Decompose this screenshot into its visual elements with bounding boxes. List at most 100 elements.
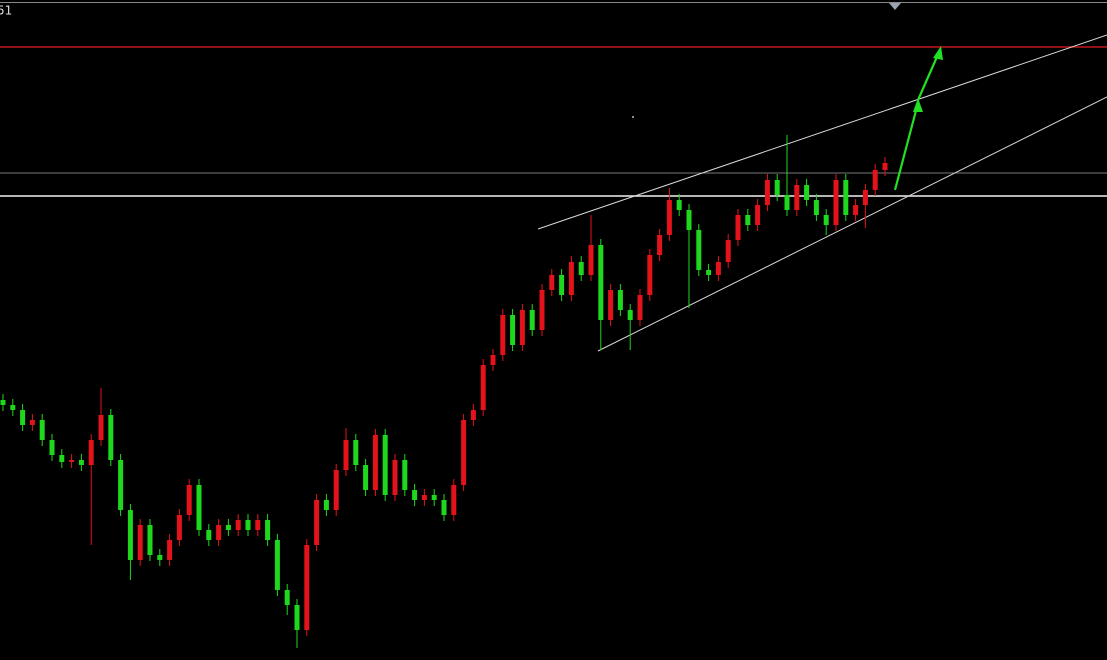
candle-body (402, 460, 408, 490)
candle-body (20, 410, 26, 425)
candle-body (235, 520, 241, 530)
candle-body (314, 500, 320, 545)
candle-body (412, 490, 418, 500)
candle-body (353, 440, 359, 465)
candle-body (696, 230, 702, 270)
candle-body (500, 315, 506, 355)
candle-body (715, 262, 721, 275)
candle-body (137, 525, 143, 560)
candle-body (176, 515, 182, 540)
candle-body (167, 540, 173, 560)
candle-body (588, 245, 594, 275)
candle-body (853, 205, 859, 215)
candle-body (451, 485, 457, 515)
candle-body (725, 240, 731, 262)
candle-body (774, 180, 780, 195)
candle-body (363, 465, 369, 490)
candle-body (617, 290, 623, 310)
candle-body (627, 310, 633, 320)
candle-body (10, 405, 16, 410)
candle-body (608, 290, 614, 320)
upper-trendline (537, 34, 1107, 230)
candle-body (549, 275, 555, 290)
candle-body (794, 185, 800, 210)
candle-body (304, 545, 310, 630)
candle-body (39, 420, 45, 440)
dot (632, 116, 634, 118)
arrow-head (913, 98, 923, 112)
candle-body (206, 530, 212, 540)
candle-body (294, 605, 300, 630)
candle-body (225, 525, 231, 530)
candle-body (872, 170, 878, 190)
arrow-segment (893, 102, 920, 191)
candle-body (784, 195, 790, 210)
candle-body (539, 290, 545, 330)
candle-body (706, 270, 712, 275)
candle-body (804, 185, 810, 200)
candles (0, 135, 888, 648)
candle-body (843, 180, 849, 215)
candle-body (108, 415, 114, 460)
candle-body (598, 245, 604, 320)
candle-body (255, 520, 261, 530)
candle-body (480, 365, 486, 410)
corner-label: 51 (0, 4, 12, 18)
candle-body (490, 355, 496, 365)
candle-body (196, 485, 202, 530)
candle-body (431, 495, 437, 500)
candle-body (382, 435, 388, 495)
candle-body (735, 215, 741, 240)
candle-body (647, 255, 653, 295)
candle-body (0, 400, 6, 405)
lower-trendline (597, 96, 1107, 352)
candle-body (666, 200, 672, 235)
candle-body (69, 460, 75, 462)
candle-body (510, 315, 516, 345)
arrow-head (933, 46, 943, 60)
candle-body (392, 460, 398, 495)
candle-body (519, 310, 525, 345)
candle-body (441, 500, 447, 515)
candle-body (343, 440, 349, 470)
candle-body (49, 440, 55, 455)
candle-body (157, 555, 163, 560)
forecast-arrow (893, 46, 943, 191)
candle-body (470, 410, 476, 420)
candle-body (676, 200, 682, 210)
candle-body (29, 420, 35, 425)
candle-body (755, 205, 761, 225)
candle-body (764, 180, 770, 205)
candle-body (323, 500, 329, 510)
candle-body (118, 460, 124, 510)
candle-body (421, 495, 427, 500)
candle-body (745, 215, 751, 225)
candle-body (59, 455, 65, 462)
candle-body (274, 540, 280, 590)
candle-body (78, 460, 84, 465)
candle-body (813, 200, 819, 215)
candle-body (147, 525, 153, 555)
candle-body (882, 163, 888, 170)
candle-body (686, 210, 692, 230)
scroll-marker (889, 3, 901, 10)
candle-body (245, 520, 251, 530)
candle-body (372, 435, 378, 490)
candle-body (578, 262, 584, 275)
candle-body (186, 485, 192, 515)
candle-body (862, 190, 868, 205)
candle-body (284, 590, 290, 605)
candle-body (657, 235, 663, 255)
candle-body (265, 520, 271, 540)
candle-body (568, 262, 574, 295)
candle-body (529, 310, 535, 330)
candle-body (559, 275, 565, 295)
candle-body (823, 215, 829, 225)
candle-body (98, 415, 104, 440)
candle-body (461, 420, 467, 485)
candle-body (333, 470, 339, 510)
candle-body (637, 295, 643, 320)
candle-body (833, 180, 839, 225)
